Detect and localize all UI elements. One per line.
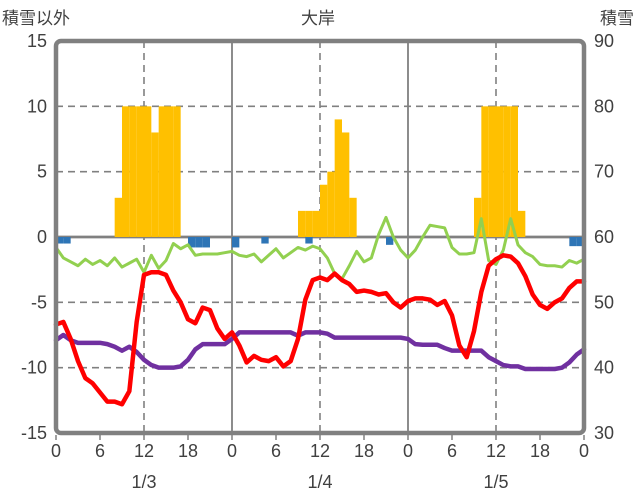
sunshine-bar: [503, 106, 511, 237]
sunshine-bar: [114, 197, 122, 237]
x-axis-tick-label: 12: [486, 441, 506, 461]
sunshine-bar: [518, 210, 526, 237]
sunshine-bar: [474, 197, 482, 237]
blue-bar: [261, 237, 269, 244]
left-axis-tick-label: 15: [27, 31, 47, 51]
left-axis-tick-label: 5: [37, 162, 47, 182]
blue-bar: [576, 237, 584, 247]
left-axis-tick-label: 10: [27, 96, 47, 116]
blue-bar: [63, 237, 71, 244]
sunshine-bar: [496, 106, 504, 237]
date-label: 1/4: [307, 472, 332, 492]
chart-title: 大岸: [301, 9, 335, 28]
sunshine-bar: [349, 197, 357, 237]
date-label: 1/3: [131, 472, 156, 492]
sunshine-bar: [122, 106, 130, 237]
blue-bar: [386, 237, 394, 245]
right-axis-tick-label: 90: [594, 31, 614, 51]
sunshine-bar: [158, 106, 166, 237]
right-axis-tick-label: 80: [594, 96, 614, 116]
sunshine-bar: [298, 210, 306, 237]
x-axis-tick-label: 18: [178, 441, 198, 461]
sunshine-bar: [136, 106, 144, 237]
sunshine-bar: [342, 132, 350, 237]
sunshine-bar: [129, 106, 137, 237]
left-axis-tick-label: -5: [31, 292, 47, 312]
sunshine-bar: [144, 106, 152, 237]
right-axis-tick-label: 50: [594, 292, 614, 312]
sunshine-bar: [488, 106, 496, 237]
sunshine-bar: [166, 106, 174, 237]
x-axis-tick-label: 0: [403, 441, 413, 461]
right-axis-tick-label: 40: [594, 358, 614, 378]
blue-bar: [188, 237, 196, 248]
x-axis-tick-label: 6: [271, 441, 281, 461]
blue-bar: [232, 237, 240, 248]
left-axis-tick-label: -15: [21, 423, 47, 443]
sunshine-bar: [320, 184, 328, 237]
x-axis-tick-label: 0: [227, 441, 237, 461]
right-axis-tick-label: 30: [594, 423, 614, 443]
sunshine-bar: [327, 171, 335, 237]
date-label: 1/5: [483, 472, 508, 492]
sunshine-bar: [312, 210, 320, 237]
blue-bar: [305, 237, 313, 244]
red-line: [53, 253, 587, 407]
right-axis-tick-label: 60: [594, 227, 614, 247]
x-axis-tick-label: 18: [354, 441, 374, 461]
blue-bar: [195, 237, 203, 248]
sunshine-bar: [334, 119, 342, 237]
blue-bar: [569, 237, 577, 247]
left-axis-tick-label: 0: [37, 227, 47, 247]
x-axis-tick-label: 0: [51, 441, 61, 461]
x-axis-tick-label: 0: [579, 441, 589, 461]
sunshine-bar: [510, 106, 518, 237]
x-axis-tick-label: 12: [310, 441, 330, 461]
x-axis-tick-label: 18: [530, 441, 550, 461]
left-axis-title: 積雪以外: [2, 9, 70, 28]
sunshine-bar: [481, 106, 489, 237]
x-axis-tick-label: 6: [95, 441, 105, 461]
plot-border: [53, 38, 587, 436]
right-axis-title: 積雪: [600, 9, 634, 28]
sunshine-bar: [305, 210, 313, 237]
sunshine-bar: [151, 132, 159, 237]
x-axis-tick-label: 12: [134, 441, 154, 461]
blue-bar: [202, 237, 210, 248]
right-axis-tick-label: 70: [594, 162, 614, 182]
blue-bar: [56, 237, 64, 244]
sunshine-bar: [173, 106, 181, 237]
purple-line: [53, 330, 587, 372]
x-axis-tick-label: 6: [447, 441, 457, 461]
left-axis-tick-label: -10: [21, 358, 47, 378]
green-line: [54, 215, 586, 281]
